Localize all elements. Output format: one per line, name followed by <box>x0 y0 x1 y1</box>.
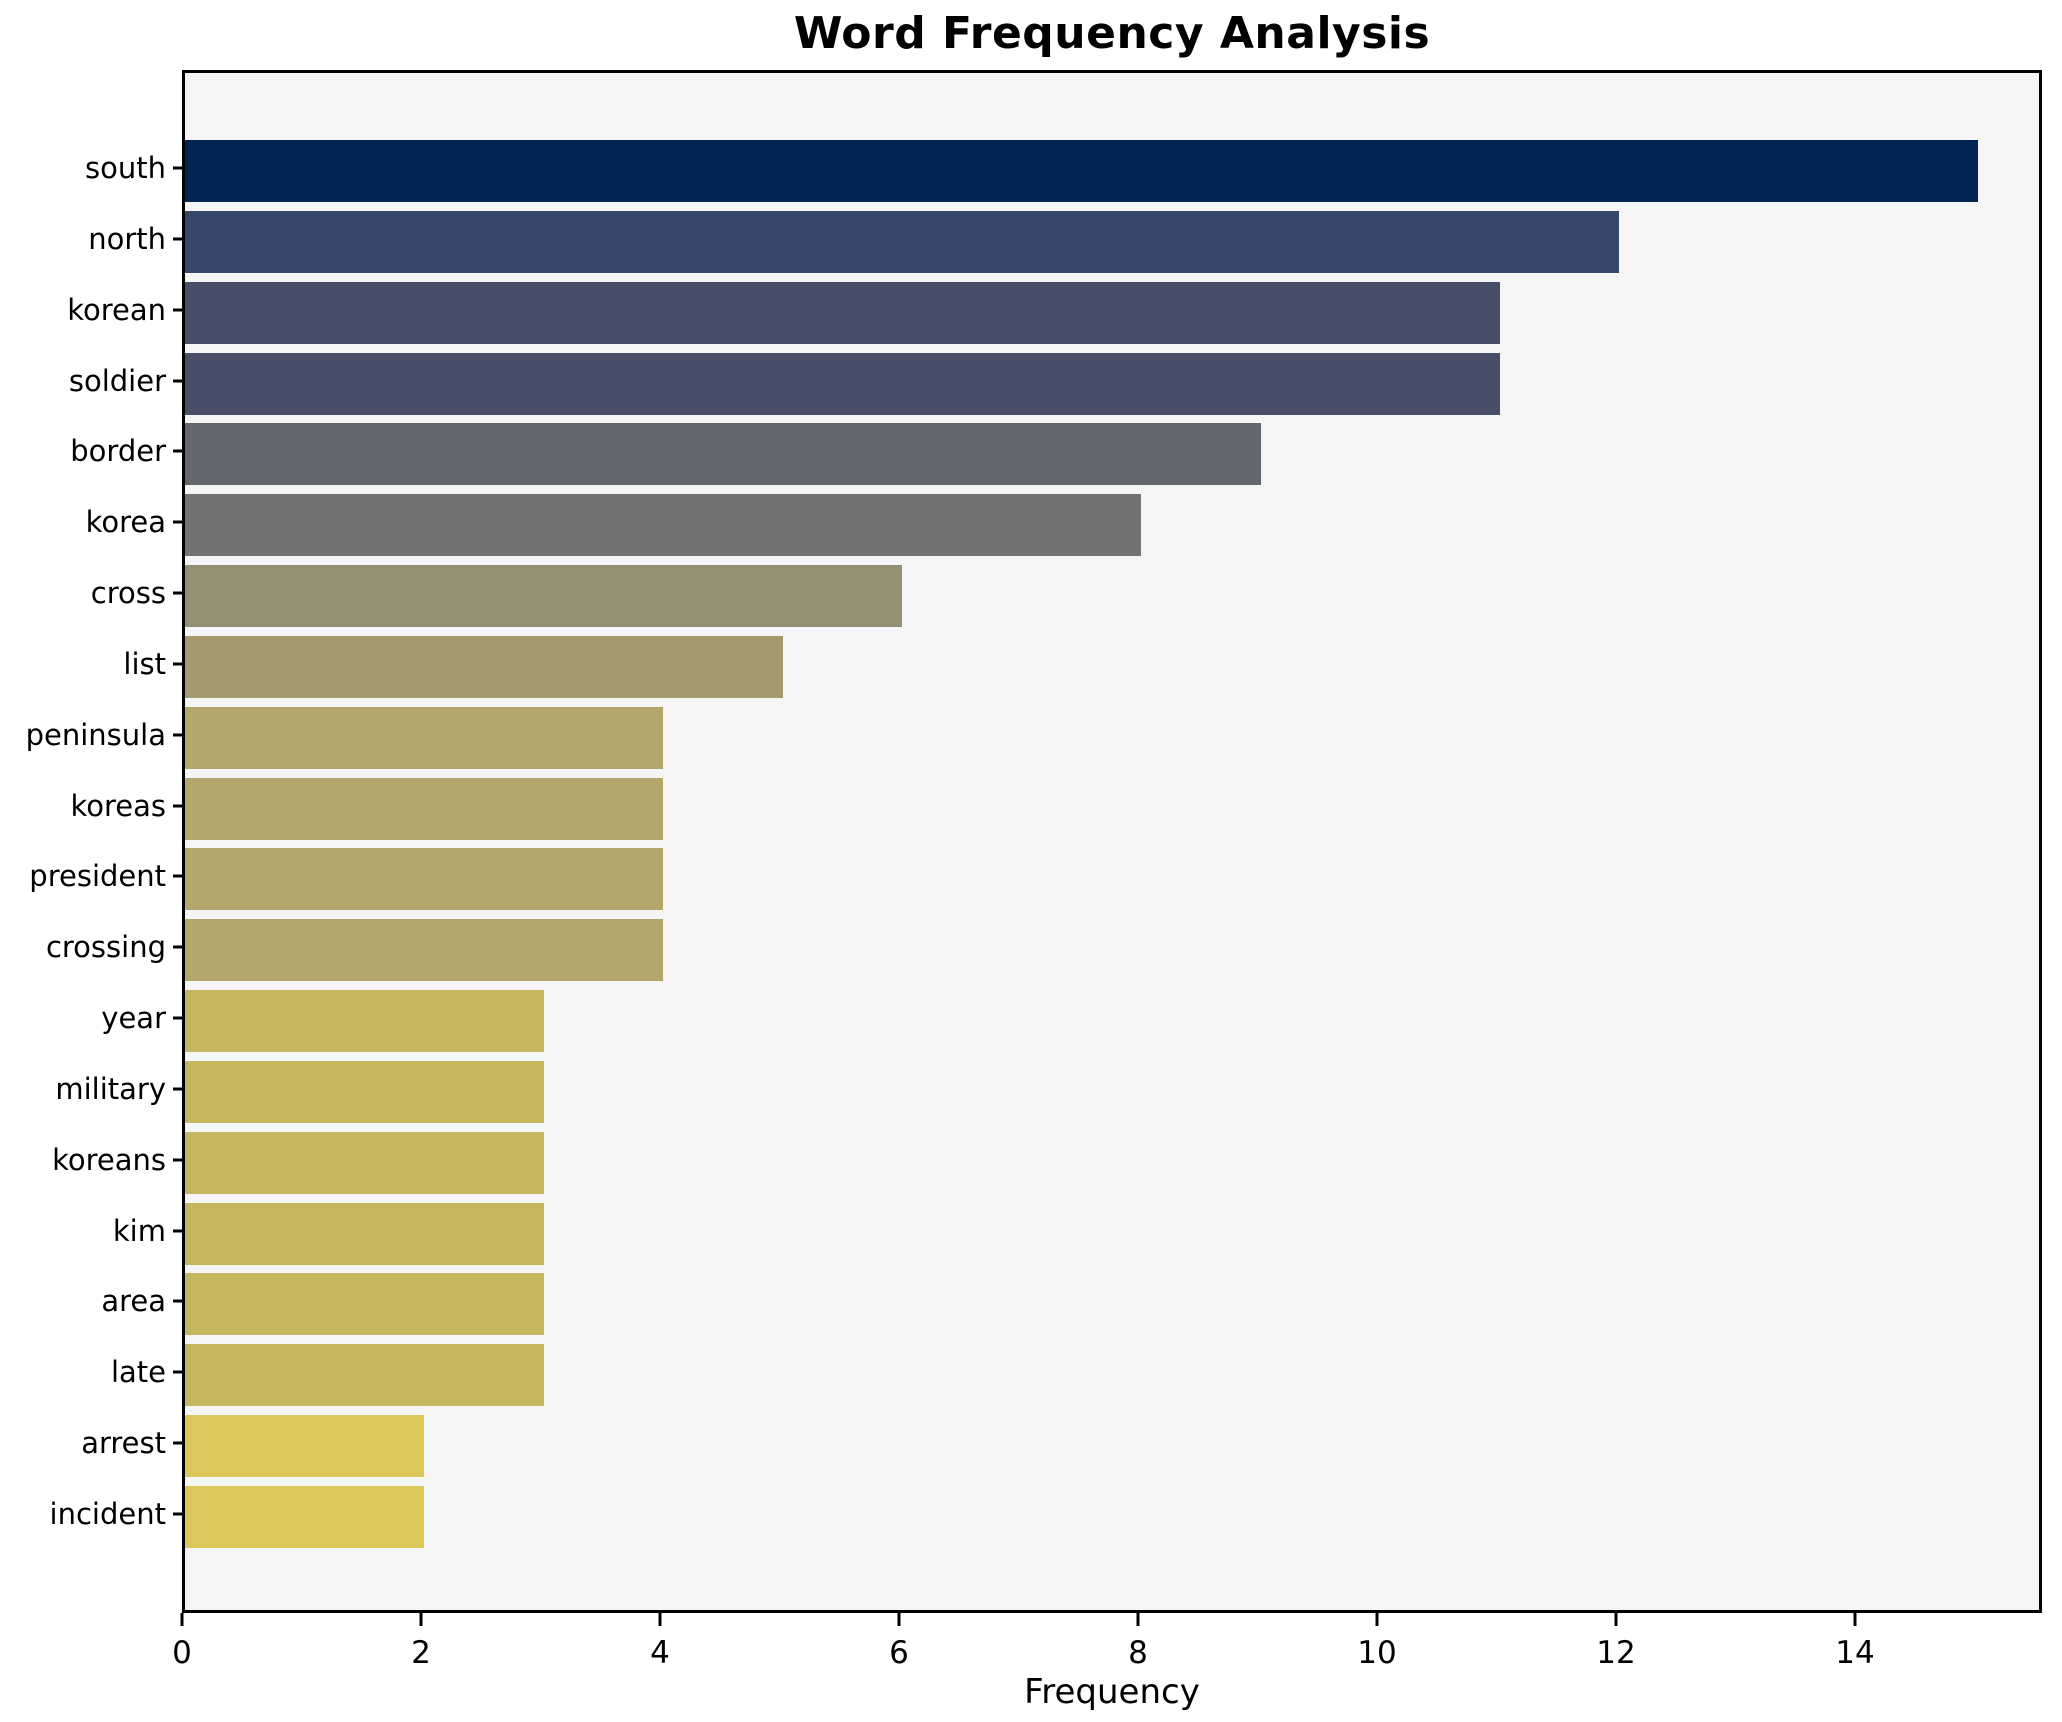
y-tick-mark <box>173 1016 182 1020</box>
bar-soldier <box>185 352 1500 415</box>
x-tick-mark <box>658 1613 662 1626</box>
y-tick-mark <box>173 1229 182 1233</box>
bar-kim <box>185 1202 544 1265</box>
y-tick-label-crossing: crossing <box>45 930 166 965</box>
x-axis: 0 2 4 6 8 10 12 14 <box>172 1613 2042 1693</box>
bar-cross <box>185 565 902 628</box>
bar-late <box>185 1344 544 1407</box>
bar-korea <box>185 494 1141 557</box>
y-tick-mark <box>173 308 182 312</box>
y-tick-label-military: military <box>55 1071 166 1106</box>
y-tick-mark <box>173 237 182 241</box>
y-tick-mark <box>173 1087 182 1091</box>
x-tick-label-8: 8 <box>1128 1635 1148 1671</box>
bar-list <box>185 635 783 698</box>
x-tick-label-10: 10 <box>1357 1635 1397 1671</box>
y-tick-mark <box>173 874 182 878</box>
plot-area <box>182 70 2042 1613</box>
y-tick-label-area: area <box>101 1284 166 1319</box>
y-tick-mark <box>173 449 182 453</box>
y-tick-label-incident: incident <box>49 1496 166 1531</box>
bar-koreans <box>185 1131 544 1194</box>
y-tick-label-president: president <box>29 859 166 894</box>
y-axis: south north korean soldier border korea cross l… <box>0 70 182 1613</box>
x-tick-label-0: 0 <box>172 1635 192 1671</box>
y-tick-mark <box>173 379 182 383</box>
y-tick-label-arrest: arrest <box>81 1426 166 1461</box>
x-tick-label-2: 2 <box>411 1635 431 1671</box>
x-tick-mark <box>180 1613 184 1626</box>
bar-south <box>185 140 1978 202</box>
x-tick-label-14: 14 <box>1835 1635 1875 1671</box>
bar-incident <box>185 1485 424 1548</box>
bar-crossing <box>185 919 663 982</box>
y-tick-label-korean: korean <box>67 292 166 327</box>
y-tick-mark <box>173 1158 182 1162</box>
y-tick-label-year: year <box>101 1001 166 1036</box>
y-tick-label-border: border <box>70 434 166 469</box>
x-tick-mark <box>1614 1613 1618 1626</box>
y-tick-label-peninsula: peninsula <box>25 717 166 752</box>
bar-border <box>185 423 1261 486</box>
y-tick-label-korea: korea <box>85 505 166 540</box>
bar-area <box>185 1273 544 1336</box>
y-tick-mark <box>173 1370 182 1374</box>
y-tick-label-cross: cross <box>90 576 166 611</box>
y-tick-mark <box>173 733 182 737</box>
y-tick-mark <box>173 1299 182 1303</box>
y-tick-label-koreas: koreas <box>70 788 166 823</box>
y-tick-mark <box>173 945 182 949</box>
y-tick-label-list: list <box>123 646 166 681</box>
bars-layer <box>185 73 2039 1610</box>
bar-year <box>185 990 544 1053</box>
x-tick-mark <box>1375 1613 1379 1626</box>
chart-title: Word Frequency Analysis <box>793 8 1431 59</box>
x-tick-mark <box>1136 1613 1140 1626</box>
bar-korean <box>185 281 1500 344</box>
y-tick-label-soldier: soldier <box>68 363 166 398</box>
bar-north <box>185 210 1619 273</box>
y-tick-label-south: south <box>85 151 166 185</box>
y-tick-mark <box>173 1512 182 1516</box>
y-tick-mark <box>173 662 182 666</box>
y-tick-label-koreans: koreans <box>52 1142 166 1177</box>
y-tick-mark <box>173 520 182 524</box>
bar-president <box>185 848 663 911</box>
x-tick-label-12: 12 <box>1596 1635 1636 1671</box>
y-tick-mark <box>173 1441 182 1445</box>
x-tick-label-4: 4 <box>650 1635 670 1671</box>
x-tick-mark <box>419 1613 423 1626</box>
y-tick-label-north: north <box>88 221 166 256</box>
x-tick-mark <box>897 1613 901 1626</box>
y-tick-label-late: late <box>110 1355 166 1390</box>
bar-koreas <box>185 777 663 840</box>
bar-arrest <box>185 1415 424 1478</box>
x-axis-label: Frequency <box>1024 1672 1200 1712</box>
bar-military <box>185 1060 544 1123</box>
y-tick-mark <box>173 804 182 808</box>
y-tick-mark <box>173 591 182 595</box>
y-tick-mark <box>173 166 182 170</box>
x-tick-label-6: 6 <box>889 1635 909 1671</box>
x-tick-mark <box>1853 1613 1857 1626</box>
bar-peninsula <box>185 706 663 769</box>
y-tick-label-kim: kim <box>112 1213 166 1248</box>
